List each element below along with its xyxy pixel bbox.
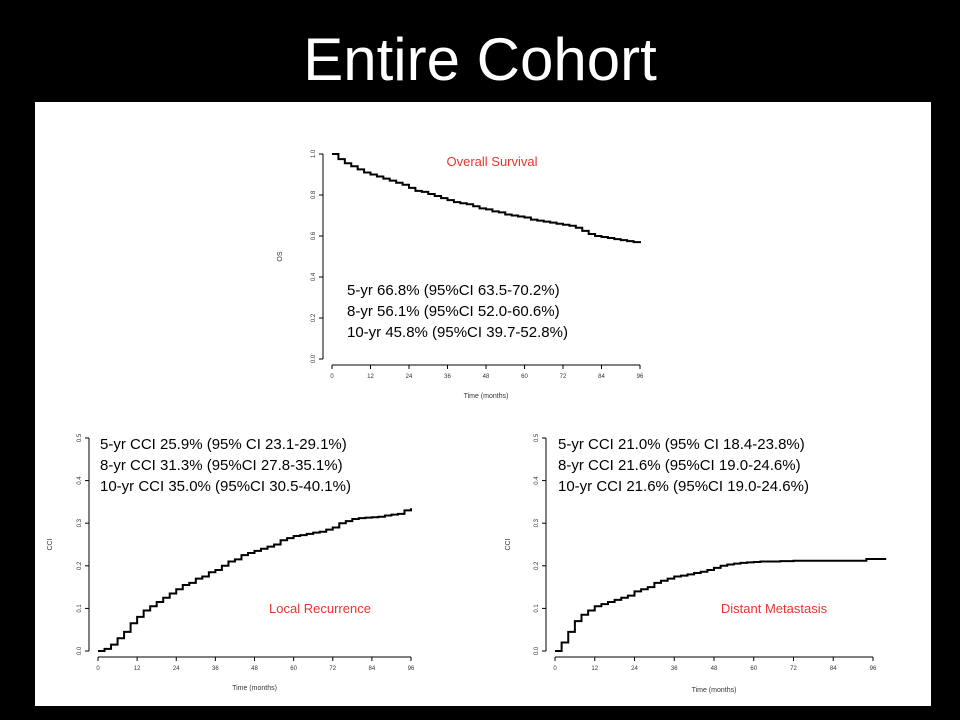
charts-svg: 0.0 0.2 0.4 0.6 0.8 1.0 0 12 24 36 48 60 72 84 96 Time … xyxy=(47,149,887,694)
lr-curve xyxy=(98,508,412,652)
os-y-tick-label: 0.6 xyxy=(311,231,317,240)
dm-x-tick-label: 84 xyxy=(830,666,837,672)
dm-y-tick-label: 0.2 xyxy=(534,561,540,570)
os-chart-title: Overall Survival xyxy=(446,154,537,169)
dm-annotation: 5-yr CCI 21.0% (95% CI 18.4-23.8%) xyxy=(558,436,805,453)
dm-x-tick-label: 24 xyxy=(631,666,638,672)
os-x-tick-label: 36 xyxy=(444,374,451,380)
dm-x-tick-label: 12 xyxy=(591,666,598,672)
lr-x-tick-label: 36 xyxy=(212,666,219,672)
os-annotation: 10-yr 45.8% (95%CI 39.7-52.8%) xyxy=(347,324,568,341)
os-y-tick-label: 0.0 xyxy=(311,354,317,363)
dm-x-tick-label: 48 xyxy=(711,666,718,672)
chart-panel: 0.0 0.2 0.4 0.6 0.8 1.0 0 12 24 36 48 60 72 84 96 Time … xyxy=(35,102,931,706)
dm-chart: 0.0 0.1 0.2 0.3 0.4 0.5 0 12 24 36 48 60 72 84 96 Time … xyxy=(505,433,887,694)
os-curve xyxy=(332,153,641,244)
os-x-tick-label: 60 xyxy=(521,374,528,380)
dm-y-tick-label: 0.3 xyxy=(534,518,540,527)
os-y-axis-title: OS xyxy=(277,251,284,261)
lr-x-tick-label: 0 xyxy=(96,666,100,672)
os-x-tick-label: 0 xyxy=(330,374,334,380)
os-x-tick-label: 12 xyxy=(367,374,374,380)
os-x-tick-label: 24 xyxy=(406,374,413,380)
lr-y-tick-label: 0.1 xyxy=(77,604,83,613)
dm-y-tick-label: 0.0 xyxy=(534,646,540,655)
os-x-tick-label: 96 xyxy=(637,374,644,380)
dm-x-axis-title: Time (months) xyxy=(692,687,737,694)
lr-y-tick-label: 0.2 xyxy=(77,561,83,570)
os-annotation: 8-yr 56.1% (95%CI 52.0-60.6%) xyxy=(347,303,560,320)
lr-y-tick-label: 0.5 xyxy=(77,433,83,442)
dm-x-tick-label: 36 xyxy=(671,666,678,672)
lr-x-axis-title: Time (months) xyxy=(232,685,277,692)
os-y-tick-label: 0.2 xyxy=(311,313,317,322)
os-x-tick-label: 48 xyxy=(483,374,490,380)
dm-x-tick-label: 72 xyxy=(790,666,797,672)
lr-chart: 0.0 0.1 0.2 0.3 0.4 0.5 0 12 24 36 48 60 72 84 96 Time … xyxy=(47,433,415,692)
dm-chart-title: Distant Metastasis xyxy=(721,601,828,616)
dm-x-tick-label: 96 xyxy=(870,666,877,672)
lr-x-tick-label: 24 xyxy=(173,666,180,672)
os-x-tick-label: 72 xyxy=(560,374,567,380)
dm-curve xyxy=(555,557,887,652)
lr-y-tick-label: 0.0 xyxy=(77,646,83,655)
dm-x-tick-label: 60 xyxy=(750,666,757,672)
lr-x-tick-label: 84 xyxy=(369,666,376,672)
slide-title: Entire Cohort xyxy=(303,26,657,93)
os-annotation: 5-yr 66.8% (95%CI 63.5-70.2%) xyxy=(347,282,560,299)
os-y-tick-label: 0.4 xyxy=(311,272,317,281)
dm-x-tick-label: 0 xyxy=(553,666,557,672)
lr-y-axis-title: CCI xyxy=(47,538,54,550)
dm-annotation: 8-yr CCI 21.6% (95%CI 19.0-24.6%) xyxy=(558,457,801,474)
os-x-tick-label: 84 xyxy=(598,374,605,380)
lr-x-tick-label: 48 xyxy=(251,666,258,672)
dm-y-axis-title: CCI xyxy=(505,538,512,550)
dm-y-tick-label: 0.1 xyxy=(534,604,540,613)
os-y-tick-label: 1.0 xyxy=(311,149,317,158)
lr-annotation: 5-yr CCI 25.9% (95% CI 23.1-29.1%) xyxy=(100,436,347,453)
lr-y-tick-label: 0.3 xyxy=(77,518,83,527)
lr-x-tick-label: 12 xyxy=(134,666,141,672)
os-y-tick-label: 0.8 xyxy=(311,190,317,199)
lr-annotation: 10-yr CCI 35.0% (95%CI 30.5-40.1%) xyxy=(100,478,351,495)
dm-y-tick-label: 0.4 xyxy=(534,476,540,485)
dm-y-tick-label: 0.5 xyxy=(534,433,540,442)
lr-x-tick-label: 60 xyxy=(290,666,297,672)
lr-x-tick-label: 96 xyxy=(408,666,415,672)
os-x-axis-title: Time (months) xyxy=(464,393,509,400)
lr-x-tick-label: 72 xyxy=(329,666,336,672)
lr-chart-title: Local Recurrence xyxy=(269,601,371,616)
os-chart: 0.0 0.2 0.4 0.6 0.8 1.0 0 12 24 36 48 60 72 84 96 Time … xyxy=(277,149,644,400)
lr-y-tick-label: 0.4 xyxy=(77,476,83,485)
dm-annotation: 10-yr CCI 21.6% (95%CI 19.0-24.6%) xyxy=(558,478,809,495)
lr-annotation: 8-yr CCI 31.3% (95%CI 27.8-35.1%) xyxy=(100,457,343,474)
